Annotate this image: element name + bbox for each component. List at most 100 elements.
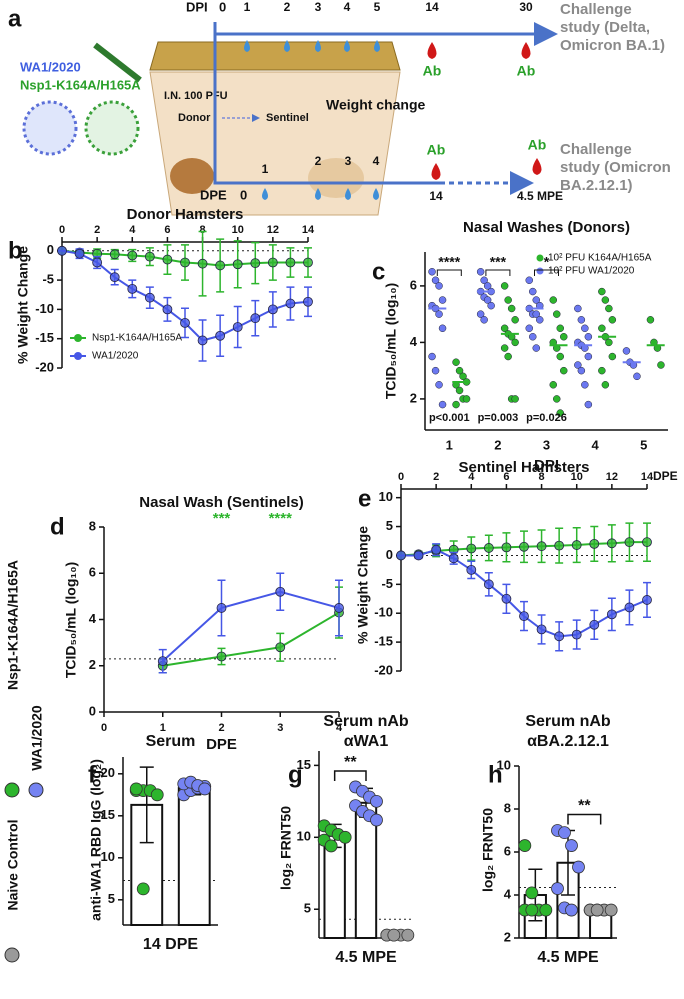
y-axis-label: anti-WA1 RBD IgG (log₂)	[88, 759, 104, 921]
data-point	[448, 553, 459, 564]
diagram: a WA1/2020 Nsp1-K164A/H165A I.N. 100 PFU…	[8, 0, 671, 216]
data-point	[529, 287, 537, 296]
x-tick-label: 6	[503, 471, 509, 483]
legend-label: Nsp1-K164A/H165A	[5, 560, 21, 690]
y-tick-label: 6	[89, 565, 96, 580]
data-point	[558, 826, 571, 840]
data-point	[539, 903, 553, 917]
p-value: p<0.001	[429, 412, 470, 424]
data-point	[608, 352, 617, 361]
dpe-tick: 1	[262, 162, 269, 176]
strain-label: WA1/2020	[20, 59, 81, 74]
data-point	[334, 603, 344, 613]
syringe	[93, 42, 142, 83]
data-point	[127, 250, 138, 261]
dpe-tick: 4	[373, 154, 380, 168]
data-point	[551, 882, 564, 895]
data-point	[438, 296, 447, 304]
data-point	[74, 248, 85, 259]
y-axis-label: log₂ FRNT50	[480, 808, 496, 892]
x-tick-label: 4	[468, 471, 475, 483]
x-axis-label: 4.5 MPE	[335, 949, 397, 966]
legend-marker	[4, 947, 20, 963]
x-tick-label: 3	[543, 437, 550, 452]
y-tick-label: 15	[297, 757, 311, 772]
data-point	[501, 542, 512, 553]
data-point	[324, 839, 338, 853]
data-point	[622, 347, 631, 355]
data-point	[554, 540, 565, 551]
legend-label: Naive Control	[5, 819, 21, 910]
data-point	[624, 602, 635, 613]
data-point	[466, 543, 477, 554]
data-point	[525, 324, 533, 333]
challenge-label: study (Omicron	[560, 159, 671, 176]
y-tick-label: -10	[35, 301, 54, 316]
weight-label: Weight change	[326, 97, 426, 113]
data-point	[598, 287, 606, 296]
data-point	[452, 358, 460, 366]
x-tick-label: 4	[129, 224, 136, 236]
x-tick-label: 12	[606, 471, 618, 483]
data-point	[480, 316, 488, 324]
error-bar	[139, 766, 154, 844]
data-point	[532, 344, 540, 352]
data-point	[642, 595, 652, 605]
data-point	[507, 304, 516, 313]
data-point	[215, 330, 226, 341]
data-point	[500, 324, 509, 333]
data-point	[197, 258, 208, 269]
data-point	[109, 272, 120, 283]
y-tick-label: 8	[504, 800, 511, 815]
dpe-tick: 2	[315, 154, 322, 168]
annotation: ****	[269, 510, 293, 527]
data-point	[250, 258, 261, 268]
data-point	[554, 631, 565, 642]
y-tick-label: 10	[379, 489, 393, 504]
legend-marker	[536, 254, 544, 262]
data-point	[525, 276, 533, 285]
annotation: *	[544, 254, 550, 270]
data-point	[162, 304, 173, 315]
data-point	[584, 333, 593, 341]
data-point	[511, 338, 519, 347]
x-tick-label: 2	[94, 224, 100, 236]
data-point	[518, 839, 532, 852]
panel-label: b	[8, 237, 23, 264]
y-tick-label: 0	[89, 703, 96, 718]
x-tick-label: 1	[446, 437, 453, 452]
x-tick-label: 0	[398, 471, 404, 483]
data-point	[556, 324, 564, 333]
bracket	[436, 269, 462, 276]
data-point	[92, 257, 103, 268]
x-tick-label: 4	[591, 437, 599, 452]
legend-label: 10² PFU WA1/2020	[548, 266, 635, 277]
data-point	[584, 352, 593, 361]
legend-marker	[74, 352, 82, 360]
p-value: p=0.026	[526, 412, 567, 424]
data-point	[549, 296, 557, 304]
y-axis-label: TCID₅₀/mL (log₁₀)	[63, 562, 79, 678]
data-point	[338, 830, 352, 844]
dpe-tick: 3	[345, 154, 352, 168]
y-tick-label: 10	[497, 757, 511, 772]
data-point	[431, 366, 440, 375]
data-point	[285, 257, 296, 268]
dpi-tick: 5	[374, 0, 381, 14]
data-point	[483, 282, 492, 290]
x-tick-label: 12	[267, 224, 279, 236]
data-point	[532, 296, 540, 304]
x-tick-label: 8	[200, 224, 206, 236]
bracket	[333, 770, 367, 781]
data-point	[560, 333, 568, 341]
x-tick-label: 14	[641, 471, 654, 483]
blood-drops	[427, 42, 542, 180]
y-axis-label: log₂ FRNT50	[278, 806, 294, 890]
data-point	[577, 366, 586, 375]
strain-label: Nsp1-K164A/H165A	[20, 77, 141, 92]
y-tick-label: 2	[410, 390, 417, 405]
y-tick-label: -20	[374, 662, 393, 677]
virus-icon	[22, 100, 78, 156]
data-point	[608, 316, 617, 324]
data-point	[624, 537, 635, 548]
